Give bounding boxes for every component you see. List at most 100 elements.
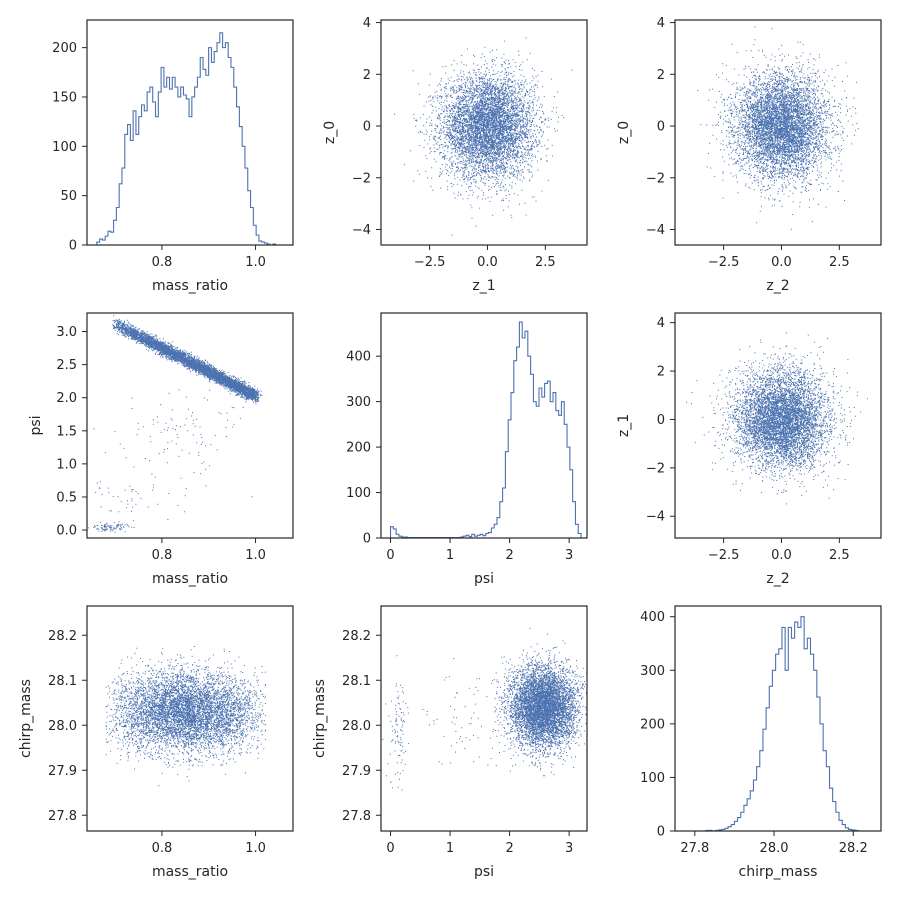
y-tick-label: 0 (657, 120, 665, 135)
y-tick-label: 400 (640, 610, 665, 625)
y-tick-label: 27.8 (48, 809, 77, 824)
y-tick-label: 27.9 (48, 764, 77, 779)
y-tick-label: 2 (657, 68, 665, 83)
x-tick-label: −2.5 (708, 255, 740, 270)
y-tick-label: 200 (346, 441, 371, 456)
y-tick-label: 0.0 (56, 524, 77, 539)
x-axis-label: psi (474, 864, 494, 880)
panel-mass-ratio-vs-chirp-mass: 0.8 1.0 27.8 27.9 28.0 28.1 28.2 mass_ratio chir… (18, 605, 294, 880)
y-tick-label: 4 (657, 16, 665, 31)
x-tick-label: 2.5 (829, 548, 850, 563)
plot-area (389, 321, 582, 538)
panel-z2-vs-z0: −2.5 0.0 2.5 −4 −2 0 2 4 z_2 z_0 (616, 16, 882, 294)
x-tick-label: 28.0 (760, 841, 789, 856)
y-tick-label: 1.0 (56, 457, 77, 472)
x-tick-label: 0.0 (771, 548, 792, 563)
y-tick-label: −2 (646, 171, 665, 186)
y-axis-label: psi (28, 415, 44, 435)
axes-frame (674, 312, 882, 539)
panel-chirp-mass-hist: 27.8 28.0 28.2 0 100 200 300 400 chirp_mass (640, 605, 882, 880)
y-tick-label: 28.1 (48, 674, 77, 689)
y-tick-label: 3.0 (56, 325, 77, 340)
x-tick-label: 1.0 (245, 548, 266, 563)
x-tick-label: 1 (446, 841, 454, 856)
histogram-step-line (94, 32, 282, 245)
scatter-points (382, 627, 587, 791)
y-tick-label: 0 (69, 239, 77, 254)
x-tick-label: 3 (565, 548, 573, 563)
y-tick-label: 100 (346, 486, 371, 501)
plot-area (702, 616, 862, 831)
plot-area (394, 37, 573, 236)
y-tick-label: −4 (646, 223, 665, 238)
x-tick-label: 2.5 (829, 255, 850, 270)
panel-z1-vs-z0: −2.5 0.0 2.5 −4 −2 0 2 4 z_1 z_0 (322, 16, 588, 294)
x-axis-label: z_1 (472, 278, 495, 294)
x-axis-label: mass_ratio (152, 571, 228, 587)
axes-frame (86, 605, 294, 832)
y-tick-label: 28.2 (48, 629, 77, 644)
y-axis-label: chirp_mass (312, 679, 328, 758)
plot-area (697, 26, 859, 230)
y-tick-label: 28.1 (342, 674, 371, 689)
y-tick-label: 0 (363, 532, 371, 547)
y-tick-label: −2 (352, 171, 371, 186)
axes-frame (674, 605, 882, 832)
x-tick-label: −2.5 (414, 255, 446, 270)
y-tick-label: 300 (346, 395, 371, 410)
x-tick-label: 1.0 (245, 841, 266, 856)
scatter-points (87, 315, 263, 533)
x-axis-label: z_2 (766, 571, 789, 587)
histogram-step-line (702, 616, 862, 831)
y-tick-label: 4 (363, 16, 371, 31)
x-tick-label: 0.0 (771, 255, 792, 270)
x-axis-label: z_2 (766, 278, 789, 294)
y-tick-label: 150 (52, 90, 77, 105)
y-tick-label: 2 (363, 68, 371, 83)
y-axis-label: z_0 (322, 121, 338, 144)
y-axis-label: chirp_mass (18, 679, 34, 758)
histogram-step-line (389, 321, 582, 538)
axes-frame (380, 19, 588, 246)
y-tick-label: 27.8 (342, 809, 371, 824)
x-tick-label: 27.8 (680, 841, 709, 856)
x-tick-label: 0.0 (477, 255, 498, 270)
y-tick-label: −2 (646, 461, 665, 476)
scatter-points (697, 26, 859, 230)
panel-mass-ratio-vs-psi: 0.8 1.0 0.0 0.5 1.0 1.5 2.0 2.5 3.0 mass_ratio psi (28, 312, 294, 587)
y-tick-label: 300 (640, 664, 665, 679)
y-tick-label: 27.9 (342, 764, 371, 779)
x-tick-label: 3 (565, 841, 573, 856)
x-tick-label: 28.2 (839, 841, 868, 856)
y-axis-label: z_0 (616, 121, 632, 144)
x-tick-label: 1.0 (245, 255, 266, 270)
y-tick-label: 2 (657, 365, 665, 380)
panel-mass-ratio-hist: 0.8 1.0 0 50 100 150 200 mass_ratio (52, 19, 294, 294)
x-axis-label: psi (474, 571, 494, 587)
axes-frame (380, 312, 588, 539)
y-tick-label: 1.5 (56, 424, 77, 439)
y-tick-label: 28.0 (342, 719, 371, 734)
x-tick-label: 2.5 (535, 255, 556, 270)
plot-area (87, 315, 263, 533)
x-axis-label: mass_ratio (152, 864, 228, 880)
y-tick-label: 4 (657, 316, 665, 331)
x-tick-label: 0.8 (152, 255, 173, 270)
x-tick-label: −2.5 (708, 548, 740, 563)
plot-area (105, 646, 266, 787)
panel-psi-vs-chirp-mass: 0 1 2 3 27.8 27.9 28.0 28.1 28.2 psi chirp_mass (312, 605, 588, 880)
x-axis-label: chirp_mass (739, 864, 818, 880)
y-tick-label: 400 (346, 350, 371, 365)
y-tick-label: 0.5 (56, 490, 77, 505)
x-axis-label: mass_ratio (152, 278, 228, 294)
x-tick-label: 0.8 (152, 548, 173, 563)
x-tick-label: 1 (446, 548, 454, 563)
panel-z2-vs-z1: −2.5 0.0 2.5 −4 −2 0 2 4 z_2 z_1 (616, 312, 882, 587)
y-tick-label: 200 (52, 41, 77, 56)
x-tick-label: 0 (386, 548, 394, 563)
x-tick-label: 2 (505, 841, 513, 856)
scatter-points (686, 332, 868, 505)
y-tick-label: 100 (52, 140, 77, 155)
scatter-points (105, 646, 266, 787)
